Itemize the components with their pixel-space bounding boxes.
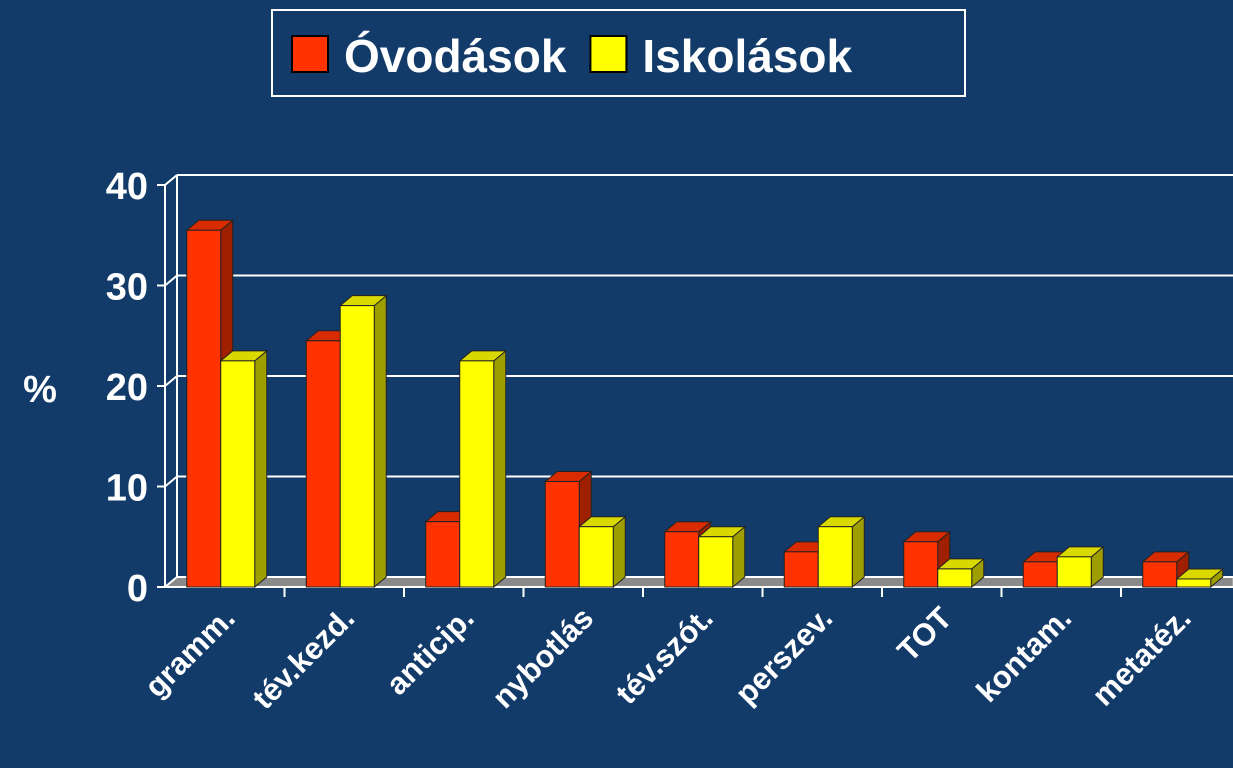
bar-side <box>254 349 268 589</box>
bar-front <box>544 480 580 588</box>
grid-line <box>164 475 178 488</box>
bar-front <box>664 531 700 588</box>
legend-label: Óvodások <box>344 30 567 82</box>
bar-front <box>425 521 461 588</box>
bar-front <box>937 568 973 588</box>
grid-line <box>164 375 178 387</box>
bar-front <box>339 305 375 588</box>
bar-front <box>578 526 614 588</box>
bar-front <box>783 551 819 588</box>
y-tick-label: 30 <box>106 267 148 309</box>
legend-swatch <box>291 35 329 73</box>
bar-side <box>493 349 507 589</box>
grid-line <box>164 174 178 186</box>
bar <box>1175 567 1225 589</box>
bar-side <box>612 515 626 589</box>
bar-front <box>698 536 734 588</box>
bar-front <box>459 360 495 588</box>
bar-front <box>1022 561 1058 588</box>
bar <box>697 525 747 589</box>
bar-front <box>1142 561 1178 588</box>
grid-line <box>164 274 178 287</box>
bar <box>219 349 269 589</box>
bar-front <box>220 360 256 588</box>
bar <box>185 219 235 589</box>
bar-front <box>903 541 939 588</box>
y-tick-label: 40 <box>106 166 148 208</box>
y-tick-label: 0 <box>127 568 148 610</box>
bar <box>936 557 986 589</box>
bar-front <box>817 526 853 588</box>
legend-box <box>271 9 966 97</box>
bar-front <box>1176 578 1212 588</box>
bar <box>816 515 866 589</box>
grid-line <box>164 576 178 588</box>
bar <box>458 349 508 589</box>
y-axis-label: % <box>23 369 57 411</box>
bar-side <box>851 515 865 589</box>
bar-front <box>186 229 222 588</box>
bar <box>1055 545 1105 589</box>
legend-label: Iskolások <box>642 30 852 82</box>
bar <box>338 294 388 589</box>
bar-front <box>1056 556 1092 588</box>
legend-swatch <box>589 35 628 73</box>
bar-side <box>373 294 387 589</box>
bar <box>577 515 627 589</box>
y-tick-label: 10 <box>106 468 148 510</box>
y-tick-label: 20 <box>106 367 148 409</box>
bar-front <box>305 340 341 588</box>
